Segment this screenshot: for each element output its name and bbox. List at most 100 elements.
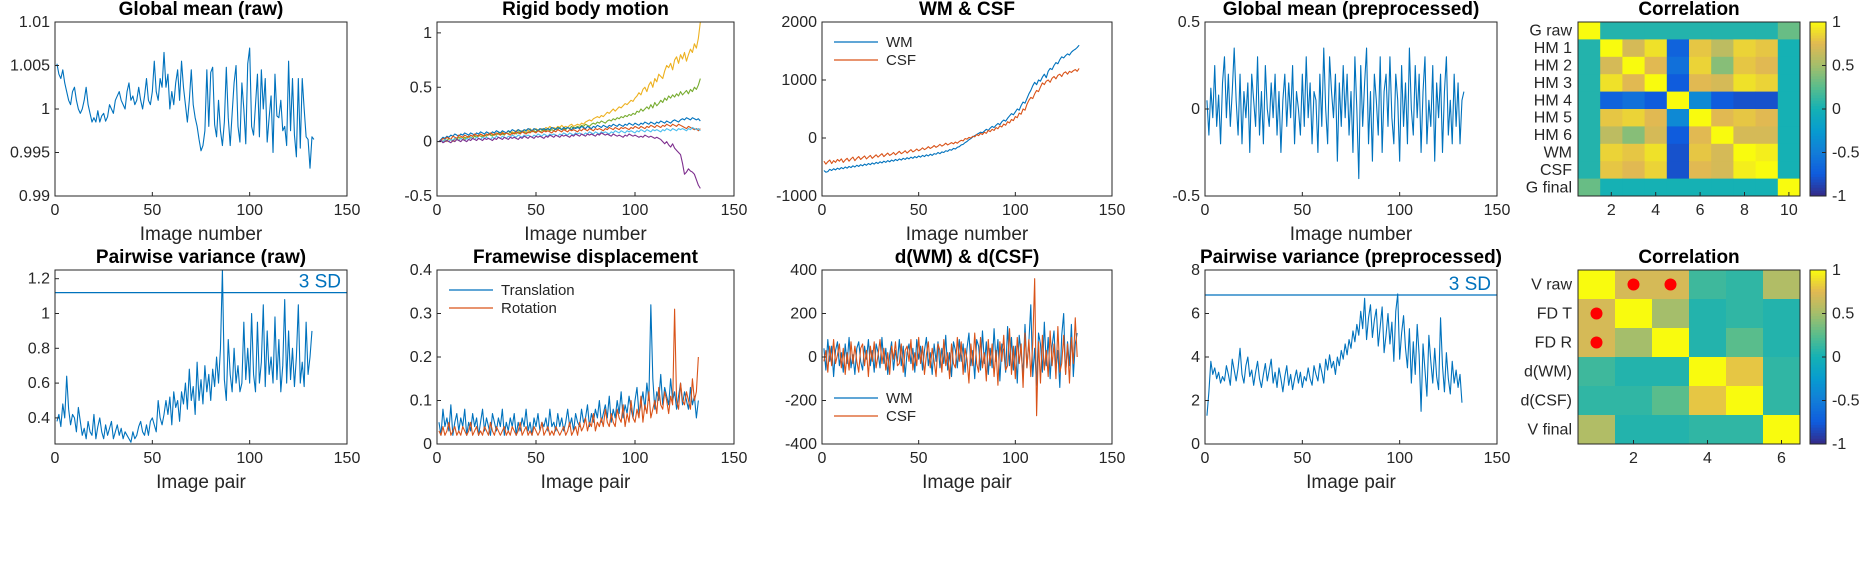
- heatmap-cell: [1755, 39, 1779, 58]
- series-line-3: [438, 117, 701, 142]
- heatmap-cell: [1689, 91, 1712, 110]
- colorbar-step: [1810, 332, 1826, 336]
- heatmap-cell: [1689, 328, 1727, 358]
- colorbar-step: [1810, 89, 1826, 94]
- x-axis-label: Image number: [140, 224, 263, 245]
- heatmap-cell: [1644, 22, 1668, 40]
- heatmap-cell: [1666, 126, 1690, 145]
- colorbar-step: [1810, 24, 1826, 28]
- heatmap-cell: [1615, 328, 1653, 358]
- colorbar-step: [1810, 403, 1826, 407]
- heatmap-cell: [1726, 386, 1764, 416]
- axes-box: [54, 269, 348, 445]
- colorbar-step: [1810, 430, 1826, 434]
- colorbar-step: [1810, 414, 1826, 418]
- significance-marker: [1627, 278, 1640, 291]
- heatmap-cell: [1711, 143, 1734, 162]
- chart-title: Correlation: [1638, 0, 1739, 20]
- heatmap-cell: [1755, 22, 1779, 40]
- colorbar-step: [1810, 130, 1826, 134]
- colorbar-step: [1810, 157, 1826, 162]
- y-tick-label: 4: [1191, 349, 1200, 366]
- colorbar-tick-label: -0.5: [1832, 145, 1860, 162]
- significance-marker: [1590, 307, 1603, 320]
- heatmap-cell: [1644, 126, 1668, 145]
- colorbar-step: [1810, 109, 1826, 113]
- threshold-label: 3 SD: [1449, 274, 1491, 295]
- colorbar-step: [1810, 416, 1826, 420]
- colorbar-step: [1810, 424, 1826, 429]
- row-label: FD T: [1537, 306, 1572, 323]
- y-tick-label: 0.6: [28, 375, 50, 392]
- colorbar-step: [1810, 119, 1826, 123]
- colorbar-step: [1810, 117, 1826, 121]
- y-tick-label: -0.5: [1172, 188, 1200, 205]
- colorbar-step: [1810, 291, 1826, 295]
- colorbar-step: [1810, 289, 1826, 293]
- row-label: HM 6: [1534, 127, 1572, 144]
- heatmap-cell: [1755, 143, 1779, 162]
- axes-box: [821, 21, 1113, 197]
- colorbar-step: [1810, 193, 1826, 197]
- heatmap-cell: [1726, 357, 1764, 387]
- colorbar-step: [1810, 41, 1826, 45]
- heatmap-cell: [1755, 161, 1779, 179]
- heatmap-cell: [1689, 178, 1712, 197]
- colorbar-step: [1810, 171, 1826, 175]
- colorbar-step: [1810, 73, 1826, 77]
- x-tick-label: 100: [236, 202, 263, 219]
- colorbar-step: [1810, 106, 1826, 110]
- colorbar-step: [1810, 386, 1826, 391]
- row-label: WM: [1544, 145, 1572, 162]
- colorbar-step: [1810, 98, 1826, 102]
- significance-marker: [1664, 278, 1677, 291]
- row-label: HM 4: [1534, 92, 1572, 109]
- row-label: V final: [1528, 422, 1572, 439]
- series-line-wm: [823, 44, 1080, 173]
- series-line-1: [438, 21, 701, 143]
- x-tick-label: 50: [1293, 202, 1311, 219]
- colorbar: 1 0.5 0 -0.5 -1: [1809, 14, 1860, 205]
- heatmap-cell: [1666, 109, 1690, 127]
- y-tick-label: 1.2: [28, 271, 50, 288]
- colorbar-step: [1810, 155, 1826, 159]
- heatmap-cell: [1666, 143, 1690, 162]
- heatmap-cell: [1600, 56, 1623, 75]
- x-tick-label: 100: [1386, 450, 1413, 467]
- row-label: G final: [1526, 179, 1572, 196]
- colorbar-step: [1810, 122, 1826, 126]
- colorbar-step: [1810, 278, 1826, 282]
- colorbar-step: [1810, 340, 1826, 344]
- x-tick-label: 150: [334, 202, 361, 219]
- heatmap-cell: [1689, 126, 1712, 145]
- heatmap-cell: [1600, 109, 1623, 127]
- x-tick-label: 100: [1002, 450, 1029, 467]
- y-tick-label: 1: [41, 306, 50, 323]
- heatmap-cell: [1644, 91, 1668, 110]
- heatmap-cell: [1777, 143, 1801, 162]
- x-tick-label: 50: [910, 202, 928, 219]
- colorbar-step: [1810, 357, 1826, 361]
- heatmap-cell: [1689, 39, 1712, 58]
- y-tick-label: 0.4: [410, 262, 432, 279]
- heatmap-cell: [1666, 39, 1690, 58]
- x-tick-label: 100: [622, 450, 649, 467]
- colorbar-step: [1810, 327, 1826, 331]
- heatmap-cell: [1777, 126, 1801, 145]
- heatmap-cell: [1644, 178, 1668, 197]
- heatmap-cell: [1733, 126, 1756, 145]
- colorbar-step: [1810, 422, 1826, 426]
- dwm-dcsf-panel: d(WM) & d(CSF) 0 50 100 150 -400 -200 0 200 400 Im…: [785, 247, 1125, 493]
- colorbar-step: [1810, 54, 1826, 58]
- row-label: HM 2: [1534, 58, 1572, 75]
- colorbar-step: [1810, 280, 1826, 284]
- colorbar-tick-label: -1: [1832, 188, 1846, 205]
- colorbar-step: [1810, 337, 1826, 342]
- axes-box: [1204, 269, 1498, 445]
- heatmap-cell: [1711, 39, 1734, 58]
- colorbar-step: [1810, 318, 1826, 323]
- colorbar-step: [1810, 133, 1826, 137]
- legend-label: Translation: [501, 282, 575, 299]
